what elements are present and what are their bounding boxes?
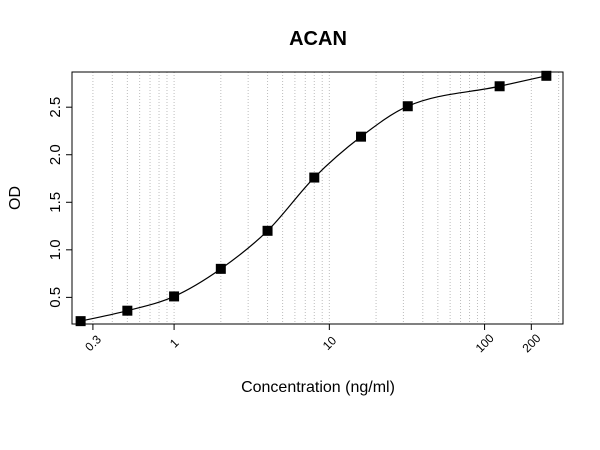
fit-curve [80,75,547,322]
grid-lines [92,72,560,324]
x-tick-label: 1 [167,336,182,351]
data-point [494,81,505,92]
y-tick-label: 1.5 [47,192,64,213]
fit-curve-layer [80,75,547,322]
y-axis: 0.5 1.0 1.5 2.0 2.5 [47,97,72,308]
data-point [262,225,273,236]
data-point [169,291,180,302]
data-point [402,101,413,112]
data-point [75,316,86,327]
data-point [122,305,133,316]
y-tick-label: 1.0 [47,239,64,260]
y-tick-label: 0.5 [47,287,64,308]
y-tick-label: 2.5 [47,97,64,118]
y-axis-label: OD [7,186,24,210]
x-axis: 0.3 1 10 100 200 [82,324,544,355]
plot-frame [71,71,564,325]
x-tick-label: 0.3 [82,332,104,354]
x-tick-label: 200 [519,331,543,355]
x-tick-label: 10 [320,333,340,353]
y-tick-label: 2.0 [47,144,64,165]
x-axis-label: Concentration (ng/ml) [241,379,395,396]
data-point [356,131,367,142]
data-point [215,263,226,274]
data-point [541,70,552,81]
data-point [309,172,320,183]
data-points [75,70,552,327]
x-tick-label: 100 [473,331,497,355]
chart-title: ACAN [289,28,347,50]
